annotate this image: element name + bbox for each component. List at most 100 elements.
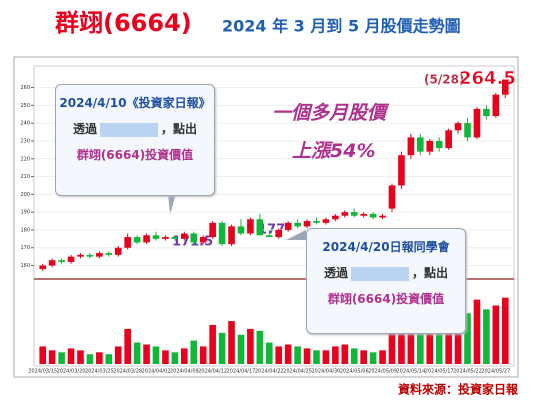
- volume-bar: [379, 350, 386, 364]
- candle-body: [417, 137, 424, 152]
- source: 資料來源：投資家日報: [398, 382, 519, 397]
- volume-bar: [181, 348, 188, 364]
- candle-body: [369, 213, 377, 218]
- volume-bar: [96, 352, 103, 364]
- y-tick-label: 160: [20, 263, 30, 269]
- volume-bar: [417, 309, 424, 364]
- x-tick-label: 2024/04/22: [255, 369, 284, 375]
- candle-body: [398, 155, 405, 186]
- volume-bar: [454, 305, 462, 364]
- volume-bar: [360, 350, 367, 364]
- volume-bar: [284, 344, 292, 364]
- x-tick-label: 2024/04/09: [170, 369, 199, 375]
- candle-body: [454, 123, 462, 131]
- volume-bar: [58, 352, 65, 364]
- last-price: 264.5: [459, 68, 516, 89]
- candle-body: [67, 256, 75, 262]
- candle-body: [86, 254, 94, 257]
- candle-body: [303, 221, 311, 227]
- x-tick-label: 2024/04/25: [283, 369, 312, 375]
- candle-body: [322, 219, 330, 223]
- volume-bar: [435, 319, 443, 364]
- y-tick-label: 230: [20, 138, 30, 144]
- candle-body: [105, 253, 113, 255]
- candle-body: [39, 265, 47, 270]
- volume-bar: [114, 346, 122, 364]
- candle-body: [265, 235, 273, 238]
- volume-bar: [218, 332, 226, 364]
- y-tick-label: 250: [20, 103, 30, 109]
- y-tick-label: 180: [20, 227, 30, 233]
- candle-body: [407, 137, 415, 156]
- candle-body: [483, 108, 490, 117]
- volume-bar: [265, 342, 273, 364]
- volume-bar: [388, 305, 396, 364]
- candle-body: [501, 79, 509, 95]
- candle-body: [199, 237, 207, 243]
- chart-subtitle: 2024 年 3 月到 5 月股價走勢圖: [222, 17, 461, 36]
- callout-text: ，點出: [161, 122, 198, 136]
- x-tick-label: 2024/03/20: [57, 369, 86, 375]
- volume-bar: [67, 348, 75, 364]
- volume-bar: [162, 350, 169, 364]
- callout-text: 2024/4/20日報同學會: [322, 240, 450, 254]
- volume-bar: [483, 309, 490, 364]
- chart-title: 群翊(6664): [55, 9, 192, 37]
- callout-arrow: [168, 193, 176, 215]
- candle-body: [332, 215, 339, 220]
- volume-bar: [256, 330, 264, 364]
- callout-text: ，點出: [412, 266, 449, 280]
- candle-body: [58, 260, 65, 262]
- volume-bar: [473, 299, 481, 364]
- candle-body: [284, 222, 292, 230]
- y-tick-label: 200: [20, 192, 30, 198]
- volume-bar: [228, 321, 235, 364]
- volume-bar: [445, 307, 452, 364]
- candle-body: [133, 237, 141, 243]
- volume-bar: [152, 346, 160, 364]
- volume-bar: [124, 328, 131, 364]
- volume-bar: [190, 340, 198, 364]
- volume-bar: [209, 325, 216, 364]
- candle-body: [218, 222, 226, 245]
- volume-bar: [143, 344, 150, 364]
- x-tick-label: 2024/04/02: [142, 369, 171, 375]
- candle-body: [228, 226, 235, 245]
- callout: 2024/4/20日報同學會 透過 ，點出 群翊(6664)投資價值: [306, 228, 466, 334]
- volume-bar: [105, 354, 113, 364]
- x-tick-label: 2024/04/12: [198, 369, 227, 375]
- volume-bar: [199, 346, 207, 364]
- x-tick-label: 2024/03/15: [28, 369, 57, 375]
- plot-area: [33, 65, 515, 367]
- headline: 上漲54%: [292, 140, 376, 162]
- callout-text: 透過: [72, 122, 97, 136]
- x-tick-label: 2024/03/28: [113, 369, 142, 375]
- x-tick-label: 2024/05/27: [481, 369, 510, 375]
- candle-body: [114, 247, 122, 255]
- y-tick-label: 260: [20, 85, 30, 91]
- volume-bar: [501, 297, 509, 364]
- candle-body: [247, 219, 254, 234]
- candle-body: [256, 219, 264, 236]
- volume-bar: [237, 334, 245, 364]
- x-tick-label: 2024/03/25: [85, 369, 114, 375]
- candle-body: [492, 94, 500, 117]
- candle-body: [341, 212, 349, 216]
- volume-bar: [77, 350, 84, 364]
- y-tick-label: 190: [20, 210, 30, 216]
- candle-body: [171, 237, 179, 239]
- volume-bar: [39, 346, 47, 364]
- volume-bar: [303, 348, 311, 364]
- candle-body: [190, 233, 198, 243]
- candle-body: [77, 254, 84, 257]
- x-tick-label: 2024/05/22: [453, 369, 482, 375]
- x-tick-label: 2024/05/09: [368, 369, 397, 375]
- x-tick-label: 2024/05/14: [396, 369, 425, 375]
- volume-bar: [48, 350, 56, 364]
- callout-text: 透過: [323, 266, 348, 280]
- candle-body: [48, 260, 56, 266]
- volume-bar: [313, 350, 320, 364]
- volume-bar: [322, 350, 330, 364]
- candle-body: [96, 253, 103, 257]
